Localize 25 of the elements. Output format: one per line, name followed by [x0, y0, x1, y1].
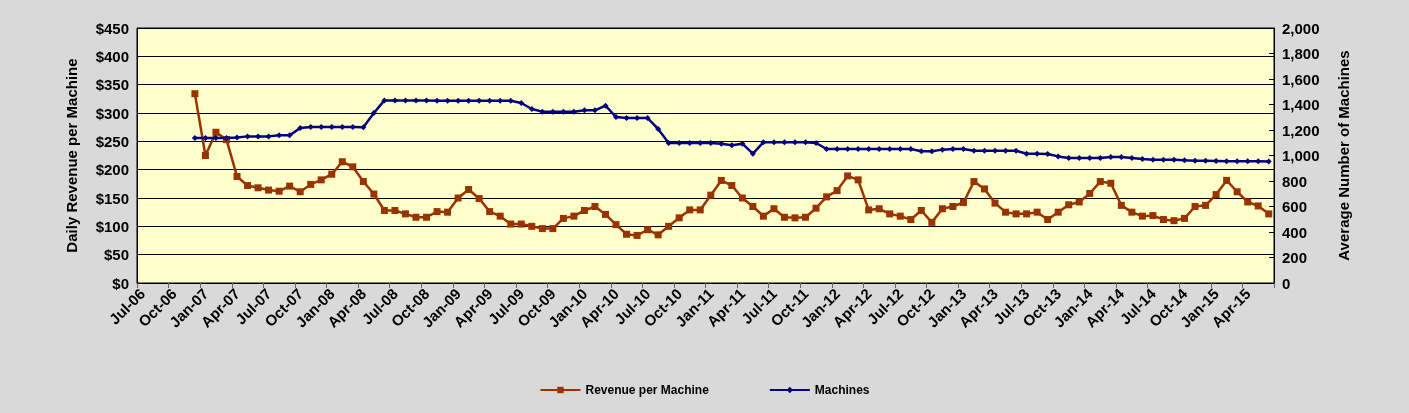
y-axis-title: Daily Revenue per Machine — [63, 58, 80, 253]
y-tick-label: $100 — [95, 217, 129, 235]
y2-tick-label: 1,000 — [1282, 147, 1320, 164]
y-tick-label: $250 — [95, 132, 129, 150]
y-tick-label: $300 — [95, 104, 129, 122]
y2-tick-label: 400 — [1282, 223, 1308, 241]
y-tick-label: $400 — [95, 47, 129, 65]
y2-tick-label: 600 — [1282, 198, 1308, 215]
y-tick-label: $200 — [95, 161, 129, 179]
y2-tick-label: 800 — [1282, 172, 1308, 190]
y-tick-label: $450 — [95, 19, 129, 37]
y2-tick-label: 1,200 — [1282, 121, 1320, 139]
y-tick-label: $50 — [103, 246, 129, 264]
y2-tick-label: 0 — [1282, 274, 1291, 292]
legend-label: Machines — [814, 383, 870, 397]
y2-tick-label: 1,800 — [1282, 45, 1320, 62]
y2-tick-label: 200 — [1282, 249, 1308, 266]
y-tick-label: $0 — [112, 274, 129, 292]
y-tick-label: $350 — [95, 76, 129, 94]
legend-label: Revenue per Machine — [585, 383, 710, 397]
y2-tick-label: 1,400 — [1282, 96, 1320, 113]
y2-tick-label: 1,600 — [1282, 70, 1320, 88]
y2-tick-label: 2,000 — [1282, 19, 1320, 37]
y-tick-label: $150 — [95, 189, 129, 207]
y2-axis-title: Average Number of Machines — [1335, 50, 1352, 261]
